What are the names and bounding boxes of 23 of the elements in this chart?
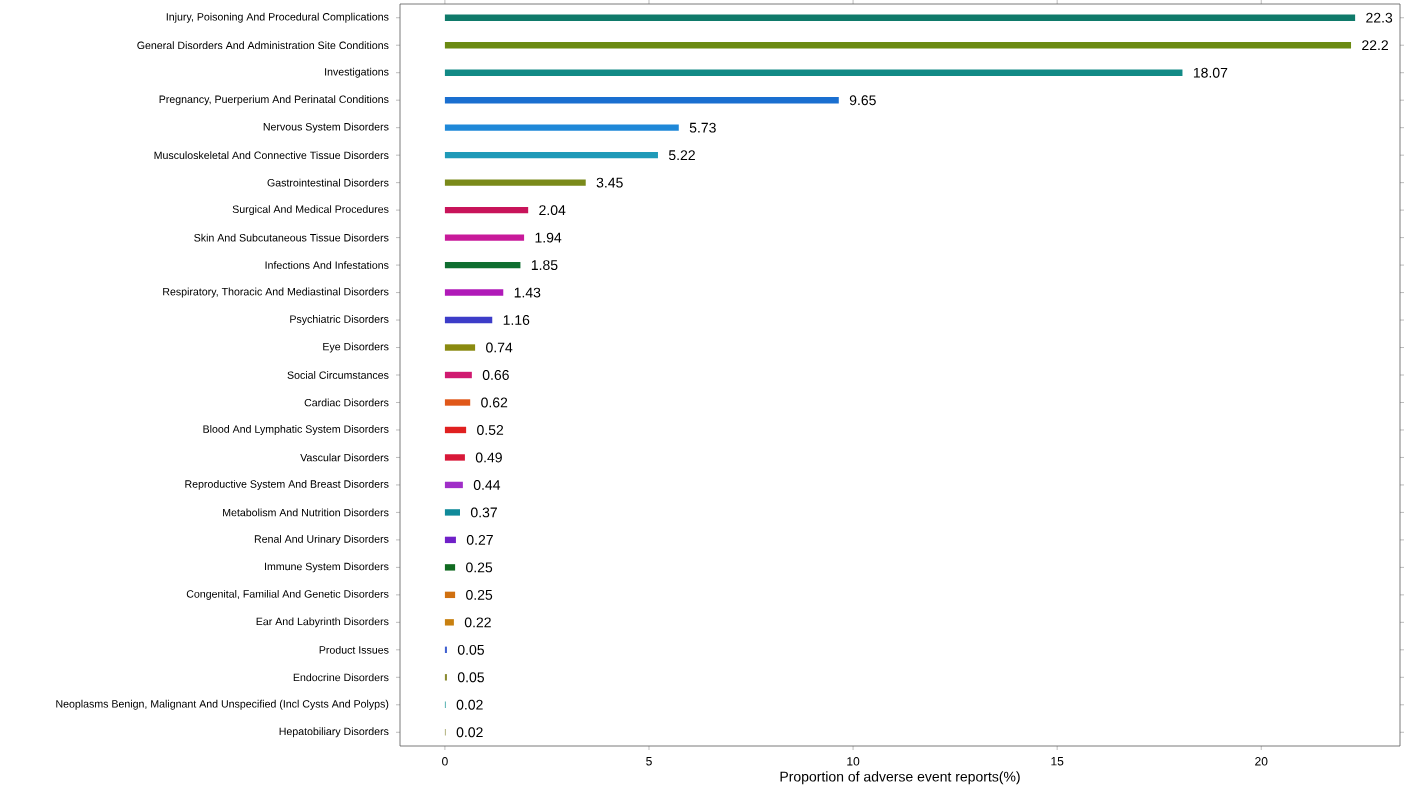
- bar: [444, 234, 525, 241]
- bar: [444, 124, 679, 131]
- bar: [444, 371, 472, 379]
- bar: [444, 426, 467, 434]
- bar: [444, 261, 521, 269]
- bar: [444, 42, 1352, 49]
- bar: [444, 399, 471, 406]
- bar: [444, 69, 1183, 76]
- bar: [444, 564, 456, 571]
- bar: [444, 509, 461, 516]
- bar: [444, 344, 476, 351]
- bar: [444, 96, 839, 104]
- bar: [444, 481, 463, 489]
- bar: [444, 316, 493, 324]
- bar: [444, 179, 586, 186]
- bar: [444, 206, 529, 214]
- bar: [444, 289, 504, 296]
- bar: [444, 536, 456, 544]
- bar: [444, 151, 658, 159]
- bar: [444, 591, 456, 599]
- bar: [444, 14, 1356, 21]
- bar: [444, 454, 465, 461]
- bar: [444, 619, 454, 626]
